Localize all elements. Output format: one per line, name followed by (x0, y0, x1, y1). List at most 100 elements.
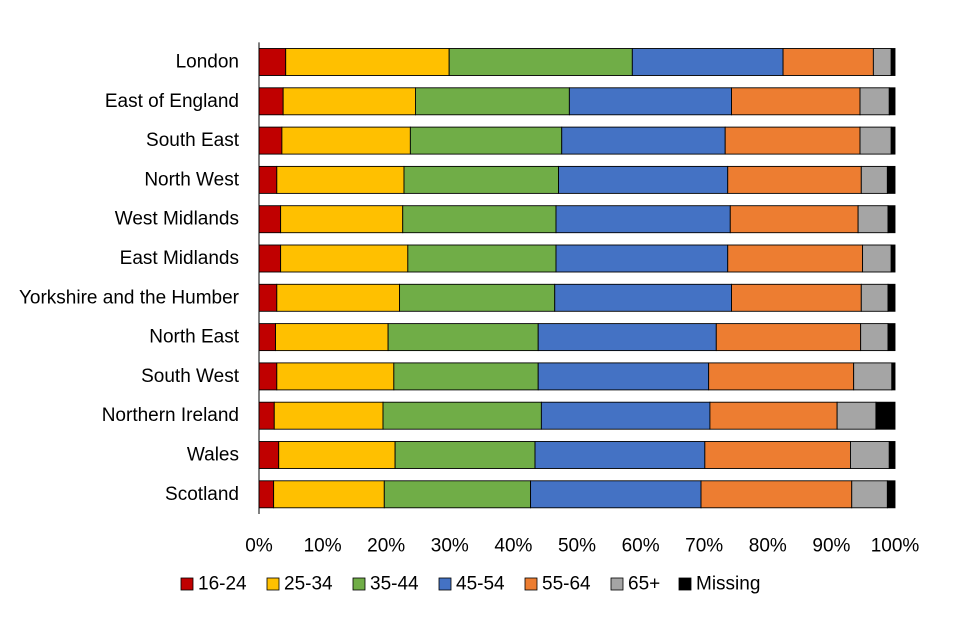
category-label-wales: Wales (187, 445, 239, 466)
bar-north-west-missing (886, 165, 896, 194)
bar-yorkshire-and-the-humber-55-64 (731, 283, 862, 312)
legend-swatch-25-34 (266, 577, 280, 591)
bar-london-25-34 (285, 48, 450, 76)
bar-east-of-england-missing (888, 87, 896, 116)
bar-london-35-44 (448, 48, 633, 76)
category-label-south-west: South West (141, 366, 240, 387)
bar-scotland-55-64 (700, 480, 853, 509)
category-label-west-midlands: West Midlands (115, 209, 239, 230)
bar-east-of-england-35-44 (415, 87, 570, 116)
bar-south-west-65 (853, 362, 893, 391)
bar-yorkshire-and-the-humber-25-34 (276, 283, 401, 312)
category-label-north-east: North East (149, 327, 239, 348)
x-tick-label-8: 80% (749, 536, 787, 557)
legend-swatch-55-64 (524, 577, 538, 591)
bar-east-midlands-45-54 (555, 244, 729, 273)
bar-north-west-16-24 (258, 165, 278, 194)
bar-east-of-england-25-34 (282, 87, 416, 116)
bar-west-midlands-16-24 (258, 205, 282, 234)
category-label-northern-ireland: Northern Ireland (102, 405, 239, 426)
bar-yorkshire-and-the-humber-65 (860, 283, 889, 312)
bar-south-west-missing (891, 362, 896, 391)
bar-north-west-35-44 (403, 165, 560, 194)
legend-label-missing: Missing (696, 574, 760, 595)
category-label-east-of-england: East of England (105, 91, 239, 112)
bar-northern-ireland-65 (836, 401, 877, 430)
bar-north-west-55-64 (727, 165, 862, 194)
bar-east-of-england-65 (859, 87, 890, 116)
bar-north-east-16-24 (258, 323, 276, 352)
legend-swatch-16-24 (180, 577, 194, 591)
bar-south-west-25-34 (276, 362, 395, 391)
bar-northern-ireland-35-44 (382, 401, 542, 430)
bar-west-midlands-55-64 (729, 205, 859, 234)
bar-scotland-25-34 (273, 480, 385, 509)
x-tick-label-6: 60% (622, 536, 660, 557)
x-tick-label-3: 30% (431, 536, 469, 557)
bar-london-45-54 (631, 48, 784, 76)
x-tick-label-7: 70% (685, 536, 723, 557)
bar-scotland-45-54 (530, 480, 702, 509)
bar-scotland-35-44 (383, 480, 532, 509)
bar-london-missing (890, 48, 896, 76)
category-label-north-west: North West (144, 169, 239, 190)
bar-east-of-england-55-64 (731, 87, 861, 116)
bar-north-west-25-34 (276, 165, 405, 194)
bar-scotland-16-24 (258, 480, 275, 509)
category-label-scotland: Scotland (165, 484, 239, 505)
bar-wales-missing (888, 441, 896, 469)
bar-north-east-missing (887, 323, 896, 352)
bar-east-of-england-45-54 (568, 87, 732, 116)
bar-wales-55-64 (704, 441, 851, 469)
legend-label-16-24: 16-24 (198, 574, 247, 595)
bar-yorkshire-and-the-humber-45-54 (554, 283, 732, 312)
bar-wales-65 (850, 441, 890, 469)
category-label-yorkshire-and-the-humber: Yorkshire and the Humber (19, 287, 240, 308)
bar-south-east-65 (859, 126, 892, 155)
bar-west-midlands-missing (887, 205, 896, 234)
legend-swatch-35-44 (352, 577, 366, 591)
bar-north-east-55-64 (715, 323, 862, 352)
bar-west-midlands-45-54 (555, 205, 731, 234)
x-tick-label-2: 20% (367, 536, 405, 557)
bar-south-east-16-24 (258, 126, 283, 155)
bar-northern-ireland-16-24 (258, 401, 275, 430)
bar-northern-ireland-45-54 (540, 401, 711, 430)
x-tick-label-5: 50% (558, 536, 596, 557)
bar-north-east-45-54 (537, 323, 717, 352)
bar-south-east-45-54 (561, 126, 726, 155)
bar-yorkshire-and-the-humber-35-44 (399, 283, 556, 312)
legend-label-35-44: 35-44 (370, 574, 419, 595)
legend-label-25-34: 25-34 (284, 574, 333, 595)
bar-south-west-45-54 (537, 362, 710, 391)
bar-london-55-64 (782, 48, 874, 76)
legend-label-65: 65+ (628, 574, 660, 595)
bar-east-midlands-16-24 (258, 244, 282, 273)
legend-label-55-64: 55-64 (542, 574, 591, 595)
bar-london-65 (872, 48, 892, 76)
bar-west-midlands-65 (857, 205, 889, 234)
bar-northern-ireland-55-64 (709, 401, 838, 430)
bar-south-east-missing (890, 126, 896, 155)
category-label-south-east: South East (146, 130, 240, 151)
x-tick-label-0: 0% (245, 536, 273, 557)
legend-swatch-65 (610, 577, 624, 591)
bar-scotland-65 (851, 480, 888, 509)
category-label-east-midlands: East Midlands (120, 248, 239, 269)
bar-east-midlands-55-64 (727, 244, 864, 273)
bar-north-east-65 (860, 323, 889, 352)
x-tick-label-9: 90% (812, 536, 850, 557)
bar-wales-16-24 (258, 441, 280, 469)
legend-swatch-45-54 (438, 577, 452, 591)
bar-wales-45-54 (534, 441, 706, 469)
bars-group (258, 48, 896, 509)
bar-northern-ireland-25-34 (273, 401, 384, 430)
x-tick-label-10: 100% (871, 536, 920, 557)
bar-east-midlands-missing (890, 244, 896, 273)
bar-east-midlands-25-34 (280, 244, 409, 273)
x-tick-label-1: 10% (304, 536, 342, 557)
legend: 16-24 25-34 35-44 45-54 55-64 65+ Missing (180, 574, 760, 595)
bar-south-east-25-34 (281, 126, 411, 155)
bar-west-midlands-35-44 (402, 205, 557, 234)
